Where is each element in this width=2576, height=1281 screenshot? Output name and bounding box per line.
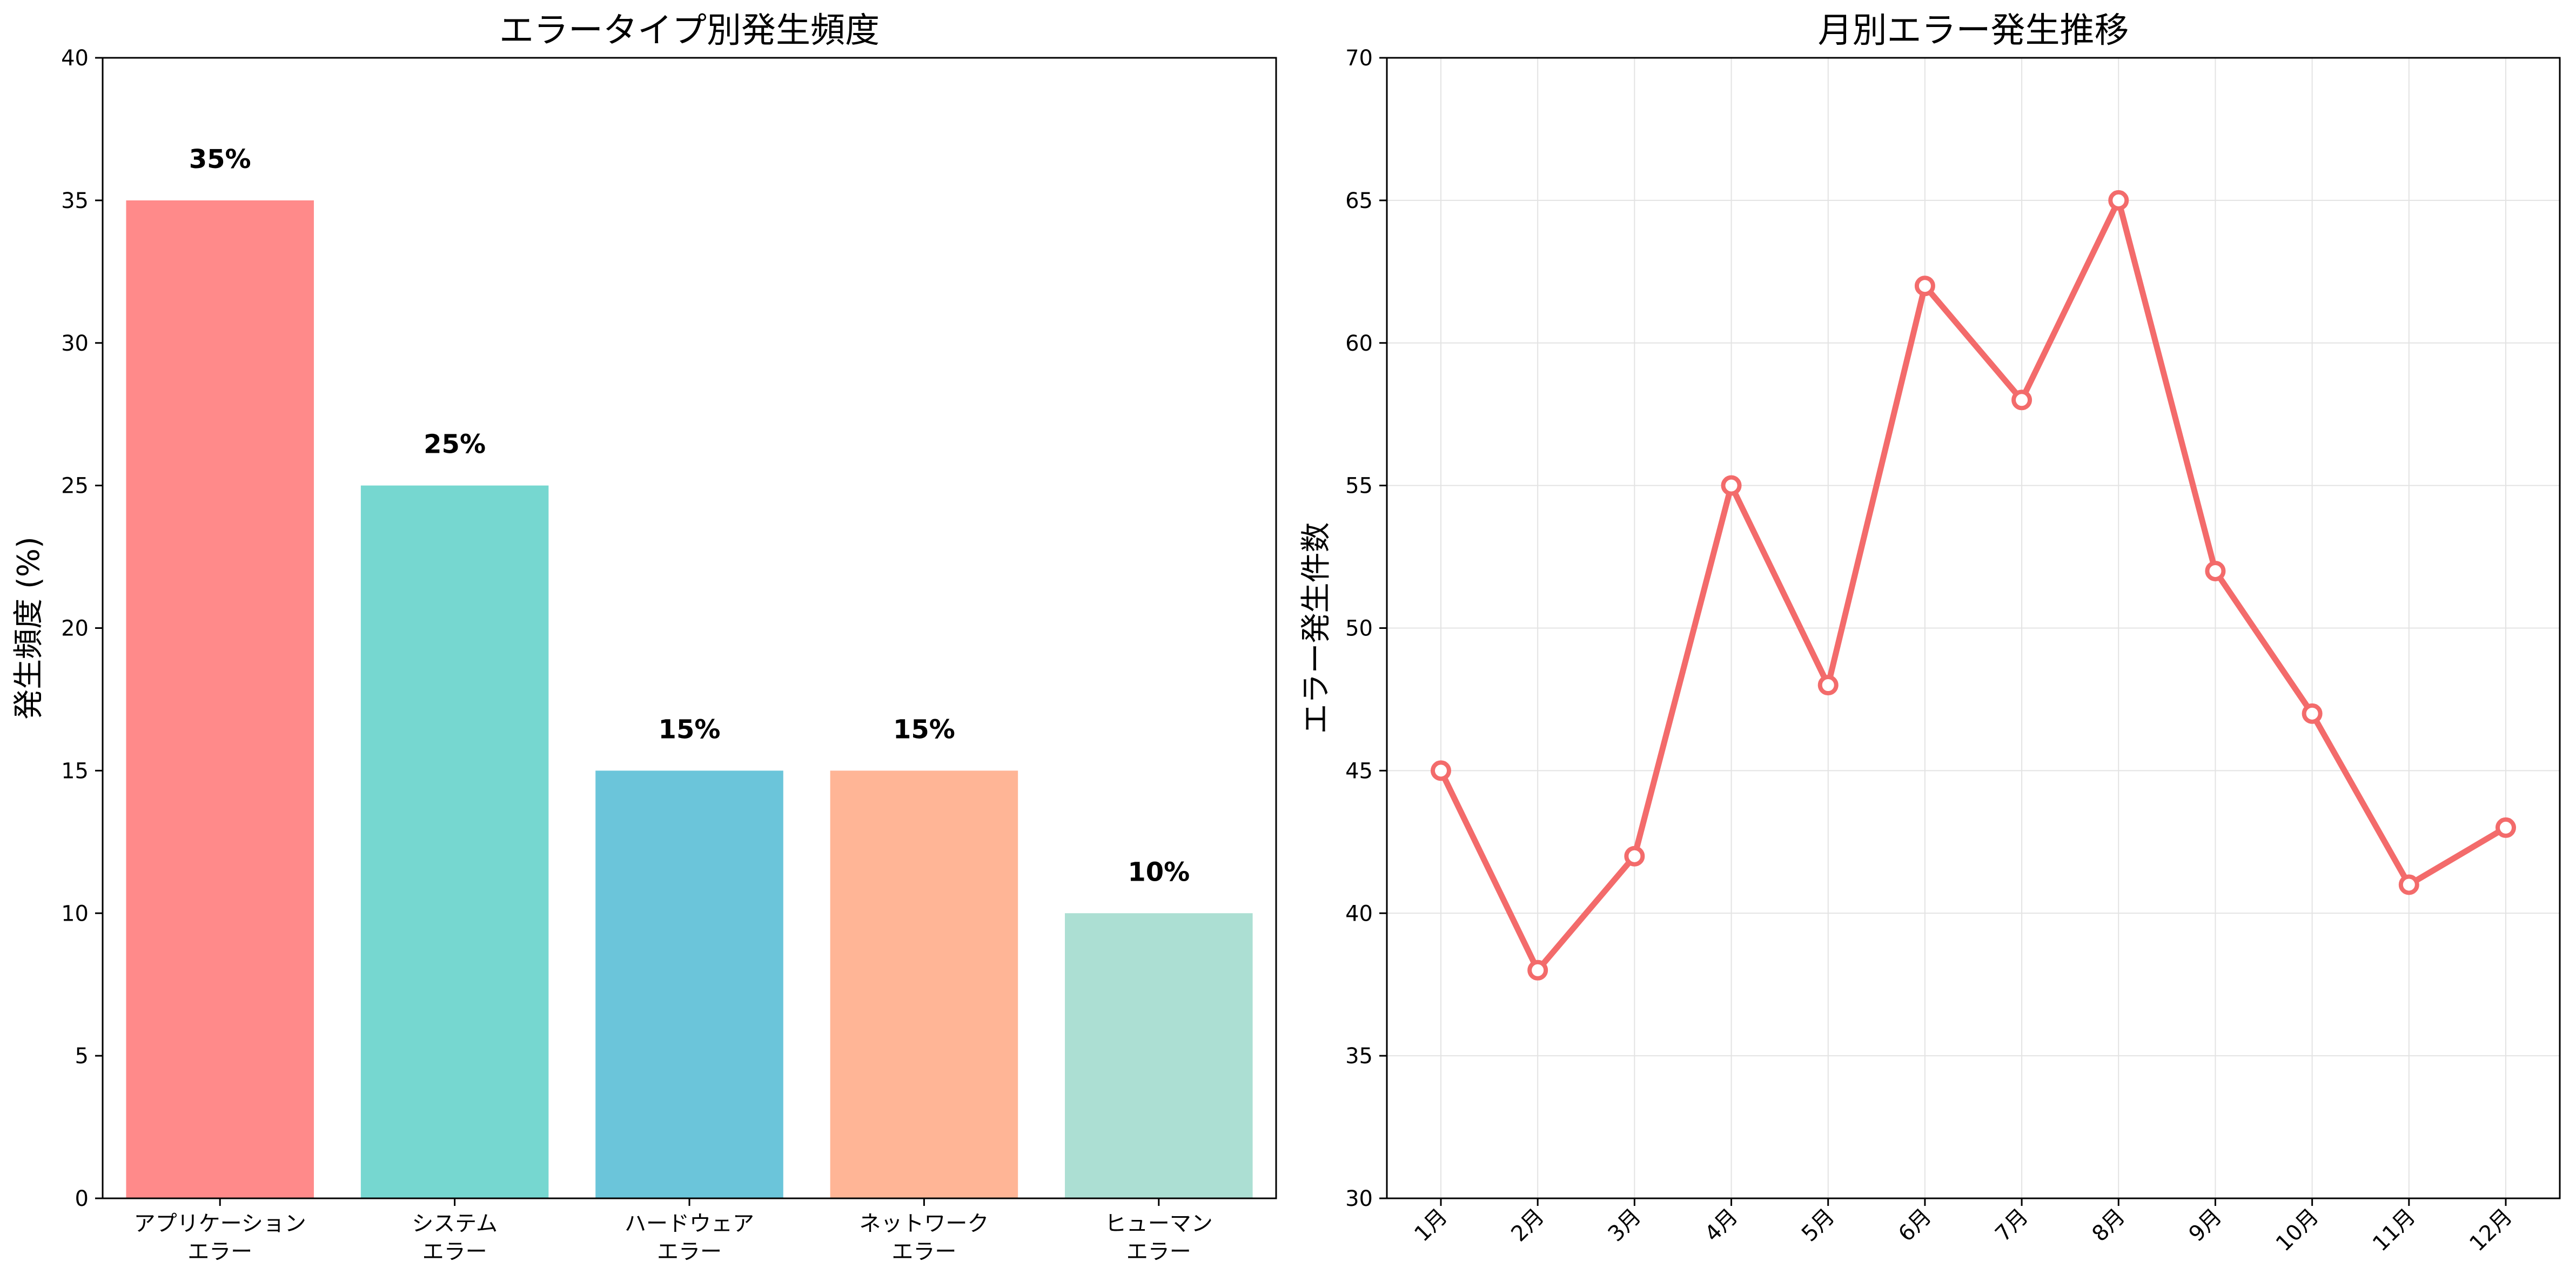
bar-category-label: エラー	[187, 1239, 252, 1264]
bar-value-label: 10%	[1128, 857, 1190, 887]
bar	[360, 485, 549, 1198]
bar-category-label: ハードウェア	[625, 1211, 754, 1236]
bar-value-label: 15%	[659, 714, 721, 745]
bar-y-tick-label: 5	[75, 1044, 89, 1069]
bar-y-tick-label: 25	[61, 474, 89, 499]
bar-y-tick-label: 30	[61, 331, 89, 356]
line-point	[2302, 703, 2323, 724]
line-point	[2011, 390, 2032, 411]
line-x-tick-label: 10月	[2271, 1204, 2324, 1257]
line-point	[2205, 560, 2226, 581]
line-y-tick-label: 70	[1345, 46, 1373, 71]
line-series-path	[1438, 197, 2509, 974]
line-x-tick-label: 3月	[1604, 1204, 1646, 1247]
bar-value-label: 25%	[424, 430, 486, 460]
line-x-tick-label: 11月	[2368, 1204, 2420, 1257]
line-y-tick-label: 30	[1345, 1186, 1373, 1211]
bar-chart-title: エラータイプ別発生頻度	[499, 11, 880, 51]
bar-category-label: アプリケーション	[134, 1211, 306, 1236]
bar-category-label: エラー	[1126, 1239, 1191, 1264]
bar-category-label: ヒューマン	[1105, 1211, 1213, 1236]
line-point	[2496, 817, 2516, 838]
line-y-tick-label: 35	[1345, 1044, 1373, 1069]
line-x-tick-label: 2月	[1506, 1204, 1549, 1247]
line-x-tick-label: 4月	[1700, 1204, 1743, 1247]
line-x-tick-label: 5月	[1797, 1204, 1840, 1247]
line-chart-plot-frame	[1386, 57, 2561, 1199]
bar-y-tick-label: 15	[61, 759, 89, 783]
line-x-tick-label: 9月	[2184, 1204, 2227, 1247]
bar-category-label: エラー	[422, 1239, 487, 1264]
line-y-tick-label: 60	[1345, 331, 1373, 356]
bar-value-label: 35%	[189, 144, 251, 175]
line-point	[2108, 190, 2129, 211]
line-y-tick-label: 45	[1345, 759, 1373, 783]
line-x-tick-label: 8月	[2088, 1204, 2130, 1247]
line-chart-y-ticks: 30 35 40 45 50 55 60 65 70	[1345, 46, 1387, 1211]
line-chart-y-axis-label: エラー発生件数	[1299, 522, 1334, 734]
bar-y-tick-label: 40	[61, 46, 89, 71]
bar	[830, 770, 1018, 1198]
bar-value-label: 15%	[893, 714, 955, 745]
bar-category-label: システム	[412, 1211, 498, 1236]
bar-y-tick-label: 10	[61, 901, 89, 926]
bar	[595, 770, 783, 1198]
line-chart-title: 月別エラー発生推移	[1818, 11, 2129, 51]
line-y-tick-label: 40	[1345, 901, 1373, 926]
bar-category-label: エラー	[657, 1239, 722, 1264]
line-chart-grid	[1387, 57, 2560, 1199]
bar-chart-y-ticks: 0 5 10 15 20 25 30 35 40	[61, 46, 103, 1211]
line-chart-series	[1431, 190, 2516, 981]
bar-y-tick-label: 35	[61, 189, 89, 213]
bar-category-label: ネットワーク	[859, 1211, 989, 1236]
line-y-tick-label: 50	[1345, 616, 1373, 641]
bar-y-tick-label: 20	[61, 616, 89, 641]
line-point	[1914, 276, 1935, 297]
line-point	[1527, 960, 1548, 981]
bar-chart-plot-frame	[102, 57, 1277, 1199]
line-point	[1721, 475, 1742, 496]
bar-chart-y-axis-label: 発生頻度 (%)	[11, 536, 46, 720]
bar-chart: エラータイプ別発生頻度 発生頻度 (%) 0 5 10 15 20 25 30 35 40 35…	[11, 11, 1277, 1264]
line-chart-x-ticks: 1月 2月 3月 4月 5月 6月 7月 8月 9月 10月 11月 12月	[1410, 1198, 2517, 1256]
line-point	[1817, 675, 1839, 696]
bar-chart-bars: 35% 25% 15% 15% 10%	[126, 144, 1253, 1198]
line-x-tick-label: 6月	[1894, 1204, 1936, 1247]
bar-y-tick-label: 0	[75, 1186, 89, 1211]
line-y-tick-label: 55	[1345, 474, 1373, 499]
bar-category-label: エラー	[891, 1239, 956, 1264]
line-point	[1431, 760, 1451, 781]
line-x-tick-label: 7月	[1990, 1204, 2033, 1247]
bar	[126, 200, 314, 1198]
line-x-tick-label: 1月	[1410, 1204, 1452, 1247]
line-chart: 月別エラー発生推移 エラー発生件数 30 35 40 45 50 55 60 65 70 1月 2…	[1299, 11, 2561, 1256]
line-y-tick-label: 65	[1345, 189, 1373, 213]
line-x-tick-label: 12月	[2465, 1204, 2517, 1257]
line-point	[2398, 874, 2419, 895]
bar-chart-x-ticks: アプリケーションエラーシステムエラーハードウェアエラーネットワークエラーヒューマ…	[134, 1198, 1213, 1264]
line-point	[1624, 846, 1645, 867]
bar	[1065, 913, 1253, 1198]
